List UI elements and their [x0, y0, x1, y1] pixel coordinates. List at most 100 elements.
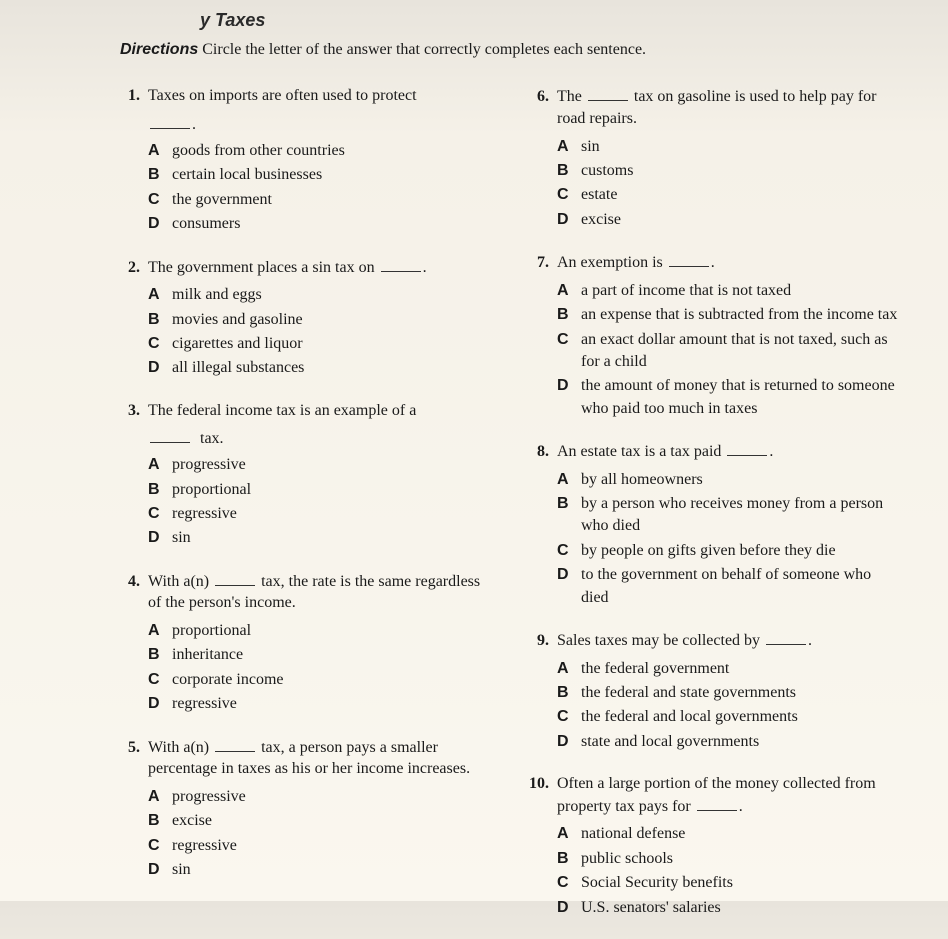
question-number: 4.: [120, 573, 140, 591]
option[interactable]: CSocial Security benefits: [557, 872, 898, 894]
option-text: sin: [172, 527, 489, 549]
option[interactable]: Bby a person who receives money from a p…: [557, 493, 898, 538]
fill-blank: [215, 736, 255, 752]
question-text: The government places a sin tax on .: [148, 256, 489, 279]
option[interactable]: Dstate and local governments: [557, 731, 898, 753]
option[interactable]: Cthe government: [148, 189, 489, 211]
option-letter: A: [148, 284, 162, 306]
option-letter: C: [557, 184, 571, 206]
question: 8.An estate tax is a tax paid .Aby all h…: [529, 440, 898, 609]
options-list: Aa part of income that is not taxedBan e…: [557, 280, 898, 420]
option-text: the federal and local governments: [581, 706, 898, 728]
question-line: 9.Sales taxes may be collected by .: [529, 629, 898, 652]
question-text: An estate tax is a tax paid .: [557, 440, 898, 463]
option[interactable]: Cregressive: [148, 503, 489, 525]
question: 2. The government places a sin tax on . Am…: [120, 256, 489, 380]
option-text: proportional: [172, 479, 489, 501]
option-text: public schools: [581, 848, 898, 870]
option[interactable]: Dthe amount of money that is returned to…: [557, 375, 898, 420]
option[interactable]: Amilk and eggs: [148, 284, 489, 306]
option-letter: A: [557, 469, 571, 491]
option[interactable]: Ban expense that is subtracted from the …: [557, 304, 898, 326]
options-list: AprogressiveBexcise CregressiveDsin: [148, 786, 489, 882]
option[interactable]: Binheritance: [148, 644, 489, 666]
directions-label: Directions: [120, 41, 198, 58]
question-text-before: The government places a sin tax on: [148, 259, 375, 276]
option[interactable]: Dsin: [148, 527, 489, 549]
option[interactable]: Can exact dollar amount that is not taxe…: [557, 329, 898, 374]
question-number: 2.: [120, 259, 140, 277]
question: 5. With a(n) tax, a person pays a smaller…: [120, 736, 489, 882]
option-letter: D: [148, 859, 162, 881]
option-text: regressive: [172, 503, 489, 525]
question-number: 5.: [120, 739, 140, 757]
question: 4.With a(n) tax, the rate is the same re…: [120, 570, 489, 716]
option-letter: B: [557, 160, 571, 182]
option[interactable]: Dregressive: [148, 693, 489, 715]
option[interactable]: Bcertain local businesses: [148, 164, 489, 186]
option[interactable]: Aprogressive: [148, 786, 489, 808]
option-text: by people on gifts given before they die: [581, 540, 898, 562]
option[interactable]: D U.S. senators' salaries: [557, 897, 898, 919]
option[interactable]: Dconsumers: [148, 213, 489, 235]
question-line: 4.With a(n) tax, the rate is the same re…: [120, 570, 489, 614]
question-number: 6.: [529, 88, 549, 106]
option[interactable]: Bpublic schools: [557, 848, 898, 870]
option-text: cigarettes and liquor: [172, 333, 489, 355]
left-column: 1.Taxes on imports are often used to pro…: [120, 85, 489, 939]
option-letter: A: [557, 136, 571, 158]
option[interactable]: Cby people on gifts given before they di…: [557, 540, 898, 562]
option[interactable]: Ccigarettes and liquor: [148, 333, 489, 355]
option-letter: D: [557, 731, 571, 753]
question-line: 3.The federal income tax is an example o…: [120, 400, 489, 422]
question-line: 5. With a(n) tax, a person pays a smaller…: [120, 736, 489, 780]
option-text: an exact dollar amount that is not taxed…: [581, 329, 898, 374]
question-trailing-punct: .: [739, 798, 743, 815]
option-text: to the government on behalf of someone w…: [581, 564, 898, 609]
option-text: a part of income that is not taxed: [581, 280, 898, 302]
option-text: goods from other countries: [172, 140, 489, 162]
options-list: AsinBcustomsCestate Dexcise: [557, 136, 898, 232]
option-text: U.S. senators' salaries: [581, 897, 898, 919]
option[interactable]: Cregressive: [148, 835, 489, 857]
option[interactable]: Cthe federal and local governments: [557, 706, 898, 728]
question-text-before: With a(n): [148, 739, 209, 756]
option[interactable]: Bcustoms: [557, 160, 898, 182]
option[interactable]: Aby all homeowners: [557, 469, 898, 491]
option[interactable]: Aproportional: [148, 620, 489, 642]
option-letter: A: [557, 280, 571, 302]
option[interactable]: Anational defense: [557, 823, 898, 845]
option[interactable]: Agoods from other countries: [148, 140, 489, 162]
option[interactable]: Aprogressive: [148, 454, 489, 476]
option-letter: C: [557, 540, 571, 562]
option[interactable]: Asin: [557, 136, 898, 158]
options-list: AproportionalBinheritance Ccorporate inco…: [148, 620, 489, 716]
option-letter: A: [148, 454, 162, 476]
right-column: 6.The tax on gasoline is used to help pa…: [529, 85, 898, 939]
option[interactable]: Athe federal government: [557, 658, 898, 680]
option-letter: A: [148, 620, 162, 642]
option[interactable]: Ccorporate income: [148, 669, 489, 691]
question-number: 7.: [529, 254, 549, 272]
option[interactable]: Bproportional: [148, 479, 489, 501]
option[interactable]: Cestate: [557, 184, 898, 206]
option[interactable]: Dsin: [148, 859, 489, 881]
question-text-before: With a(n): [148, 573, 209, 590]
question-text: With a(n) tax, a person pays a smaller p…: [148, 736, 489, 780]
fill-blank: [215, 570, 255, 586]
option[interactable]: Bthe federal and state governments: [557, 682, 898, 704]
option-letter: B: [557, 848, 571, 870]
option[interactable]: Bmovies and gasoline: [148, 309, 489, 331]
option-letter: D: [557, 897, 571, 919]
option[interactable]: Dexcise: [557, 209, 898, 231]
question-text-before: The: [557, 88, 582, 105]
option-letter: D: [148, 693, 162, 715]
options-list: Aby all homeownersBby a person who recei…: [557, 469, 898, 609]
option-letter: A: [557, 823, 571, 845]
option-letter: B: [557, 304, 571, 326]
option[interactable]: Dto the government on behalf of someone …: [557, 564, 898, 609]
option[interactable]: Aa part of income that is not taxed: [557, 280, 898, 302]
option-letter: A: [148, 140, 162, 162]
option[interactable]: Bexcise: [148, 810, 489, 832]
option[interactable]: Dall illegal substances: [148, 357, 489, 379]
